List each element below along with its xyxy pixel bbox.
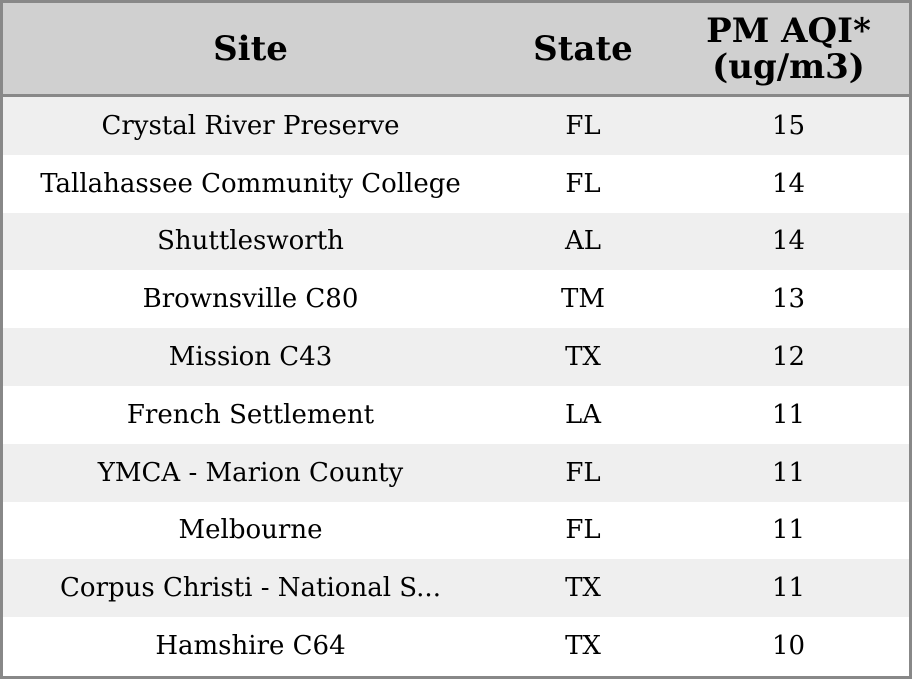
site-cell: Mission C43: [168, 342, 333, 373]
state-cell: TX: [565, 573, 601, 604]
pm-aqi-cell: 13: [771, 284, 806, 315]
table-row: YMCA - Marion County FL 11: [3, 443, 909, 502]
pm-aqi-cell: 11: [771, 399, 806, 430]
site-cell: Brownsville C80: [142, 284, 359, 315]
state-cell: FL: [565, 110, 601, 141]
site-cell: Melbourne: [178, 515, 323, 546]
site-cell: French Settlement: [126, 399, 375, 430]
pm-aqi-cell: 14: [771, 226, 806, 257]
table-row: French Settlement LA 11: [3, 385, 909, 444]
table-row: Hamshire C64 TX 10: [3, 617, 909, 675]
site-cell: Crystal River Preserve: [101, 110, 400, 141]
pm-aqi-cell: 15: [771, 110, 806, 141]
table-row: Shuttlesworth AL 14: [3, 212, 909, 271]
table-row: Tallahassee Community College FL 14: [3, 154, 909, 213]
state-cell: TX: [565, 342, 601, 373]
table-row: Brownsville C80 TM 13: [3, 270, 909, 329]
table-header: Site State PM AQI* (ug/m3): [3, 3, 909, 97]
pm-aqi-cell: 12: [771, 342, 806, 373]
pm-aqi-cell: 11: [771, 573, 806, 604]
state-cell: FL: [565, 457, 601, 488]
state-cell: FL: [565, 168, 601, 199]
site-cell: Corpus Christi - National S...: [60, 573, 441, 604]
site-cell: YMCA - Marion County: [97, 457, 404, 488]
header-state[interactable]: State: [533, 28, 633, 69]
state-cell: TM: [561, 284, 605, 315]
header-pm-aqi[interactable]: PM AQI* (ug/m3): [668, 3, 909, 94]
table-row: Mission C43 TX 12: [3, 328, 909, 386]
table-row: Melbourne FL 11: [3, 501, 909, 560]
state-cell: LA: [564, 399, 602, 430]
table-body: Crystal River Preserve FL 15 Tallahassee…: [3, 97, 909, 675]
header-site[interactable]: Site: [213, 28, 288, 69]
pm-aqi-cell: 11: [771, 515, 806, 546]
header-pm-aqi-unit: (ug/m3): [712, 46, 865, 87]
pm-aqi-cell: 14: [771, 168, 806, 199]
pm-aqi-cell: 10: [771, 631, 806, 662]
pm-aqi-cell: 11: [771, 457, 806, 488]
header-pm-aqi-label: PM AQI*: [706, 10, 871, 51]
site-cell: Tallahassee Community College: [40, 168, 461, 199]
site-cell: Shuttlesworth: [157, 226, 344, 257]
table-row: Corpus Christi - National S... TX 11: [3, 559, 909, 618]
state-cell: TX: [565, 631, 601, 662]
site-cell: Hamshire C64: [155, 631, 346, 662]
state-cell: AL: [564, 226, 602, 257]
state-cell: FL: [565, 515, 601, 546]
table-row: Crystal River Preserve FL 15: [3, 97, 909, 155]
